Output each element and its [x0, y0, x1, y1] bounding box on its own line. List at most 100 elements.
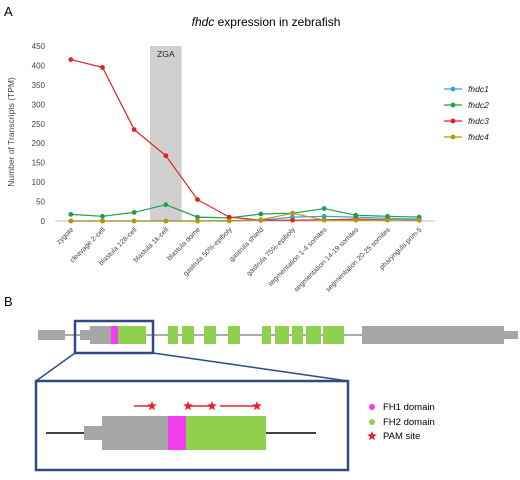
gene-exon: [275, 326, 289, 344]
zoom-fh1-domain: [168, 416, 186, 450]
x-tick-label: segmentation 14-19 somites: [293, 226, 360, 293]
gene-exon: [292, 326, 303, 344]
gene-exon1-gray: [90, 326, 111, 344]
gene-fh1-domain: [111, 326, 118, 344]
fh2-legend-label: FH2 domain: [383, 417, 435, 428]
fh1-legend-label: FH1 domain: [383, 402, 435, 413]
gene-exon: [168, 326, 178, 344]
zoom-guide-right: [152, 352, 349, 382]
fh1-legend-swatch: [369, 404, 375, 410]
pam-site-star: [207, 401, 217, 411]
chart-title: fhdc expression in zebrafish: [192, 15, 341, 29]
gene-utr-3prime: [362, 326, 504, 344]
data-point-fhdc3: [131, 127, 137, 133]
pam-legend-label: PAM site: [383, 431, 420, 442]
gene-legend: FH1 domain FH2 domain PAM site: [367, 402, 435, 442]
gene-utr-5prime: [38, 330, 65, 340]
x-tick-label: blastula dome: [166, 226, 202, 262]
gene-exon: [262, 326, 271, 344]
gene-utr-3prime-end: [504, 331, 518, 339]
data-point-fhdc4: [416, 217, 422, 223]
zoom-guide-left: [35, 352, 76, 382]
panel-a-label: A: [4, 4, 13, 19]
legend-label-fhdc3: fhdc3: [468, 116, 489, 126]
y-tick-label: 0: [41, 217, 46, 226]
x-tick-label: segmentation 1-4 somites: [267, 226, 329, 288]
gene-exon1-utr-step: [80, 330, 90, 340]
data-point-fhdc4: [68, 218, 74, 224]
legend-marker-fhdc1: [450, 86, 456, 92]
pam-site-star: [183, 401, 193, 411]
zoom-detail-box: [34, 379, 350, 472]
data-point-fhdc2: [258, 211, 264, 217]
chart-legend: fhdc1 fhdc2 fhdc3 fhdc4: [444, 84, 489, 142]
data-point-fhdc1: [321, 213, 327, 219]
data-point-fhdc2: [100, 213, 105, 219]
gene-exon: [204, 326, 216, 344]
gene-exon: [323, 326, 344, 344]
zga-band: [150, 46, 182, 221]
y-tick-label: 100: [32, 178, 46, 187]
data-point-fhdc3: [68, 57, 74, 63]
data-point-fhdc4: [226, 218, 232, 224]
series-line-fhdc4: [70, 212, 420, 222]
zoom-utr-step: [84, 426, 102, 440]
y-tick-label: 450: [32, 42, 46, 51]
data-point-fhdc3: [226, 214, 232, 220]
data-point-fhdc2: [321, 206, 327, 211]
data-point-fhdc3: [290, 217, 295, 223]
data-point-fhdc4: [290, 210, 295, 216]
data-point-fhdc2: [385, 213, 390, 219]
gene-exon: [228, 326, 240, 344]
pam-site-star: [147, 401, 157, 411]
y-tick-label: 50: [36, 198, 45, 207]
series-line-fhdc2: [70, 204, 420, 219]
legend-marker-fhdc4: [450, 134, 456, 140]
zoom-fh2-domain: [186, 416, 266, 450]
data-point-fhdc3: [195, 197, 200, 203]
legend-marker-fhdc2: [450, 102, 456, 108]
data-point-fhdc2: [68, 211, 74, 217]
fh2-legend-swatch: [369, 419, 375, 425]
legend-marker-fhdc3: [450, 118, 456, 124]
legend-label-fhdc1: fhdc1: [468, 84, 489, 94]
panel-b-label: B: [4, 294, 13, 309]
data-point-fhdc2: [353, 212, 359, 218]
pam-site-star: [252, 401, 262, 411]
gene-fh2-domain-exon1: [118, 326, 146, 344]
data-point-fhdc4: [385, 217, 390, 223]
data-point-fhdc4: [163, 218, 169, 224]
gene-exon: [306, 326, 321, 344]
gene-zoom-box: [73, 319, 155, 355]
zoom-exon1-gray: [102, 416, 168, 450]
gene-structure: [34, 319, 518, 472]
x-tick-label: segmentation 20-25 somites: [325, 226, 392, 293]
x-tick-label: zygote: [56, 226, 76, 246]
legend-label-fhdc4: fhdc4: [468, 132, 489, 142]
data-point-fhdc3: [163, 153, 169, 159]
series-line-fhdc3: [70, 59, 420, 221]
y-tick-label: 400: [32, 61, 46, 70]
data-point-fhdc2: [163, 202, 169, 208]
line-chart-plot: ZGA050100150200250300350400450zygoteclea…: [32, 42, 435, 294]
x-tick-label: blastula 1k-cell: [133, 226, 171, 264]
data-point-fhdc2: [131, 210, 137, 215]
y-tick-label: 200: [32, 139, 46, 148]
data-point-fhdc4: [321, 217, 327, 223]
y-tick-label: 300: [32, 100, 46, 109]
data-point-fhdc4: [195, 218, 200, 224]
pam-legend-star-icon: [367, 431, 377, 441]
gene-exon: [182, 326, 194, 344]
y-axis-label: Number of Transcripts (TPM): [6, 77, 16, 187]
data-point-fhdc4: [258, 217, 264, 223]
y-tick-label: 250: [32, 120, 46, 129]
data-point-fhdc2: [195, 214, 200, 220]
data-point-fhdc4: [100, 218, 105, 224]
legend-label-fhdc2: fhdc2: [468, 100, 489, 110]
data-point-fhdc3: [100, 64, 105, 70]
data-point-fhdc4: [353, 217, 359, 223]
y-tick-label: 350: [32, 81, 46, 90]
data-point-fhdc4: [131, 218, 137, 224]
y-tick-label: 150: [32, 159, 46, 168]
